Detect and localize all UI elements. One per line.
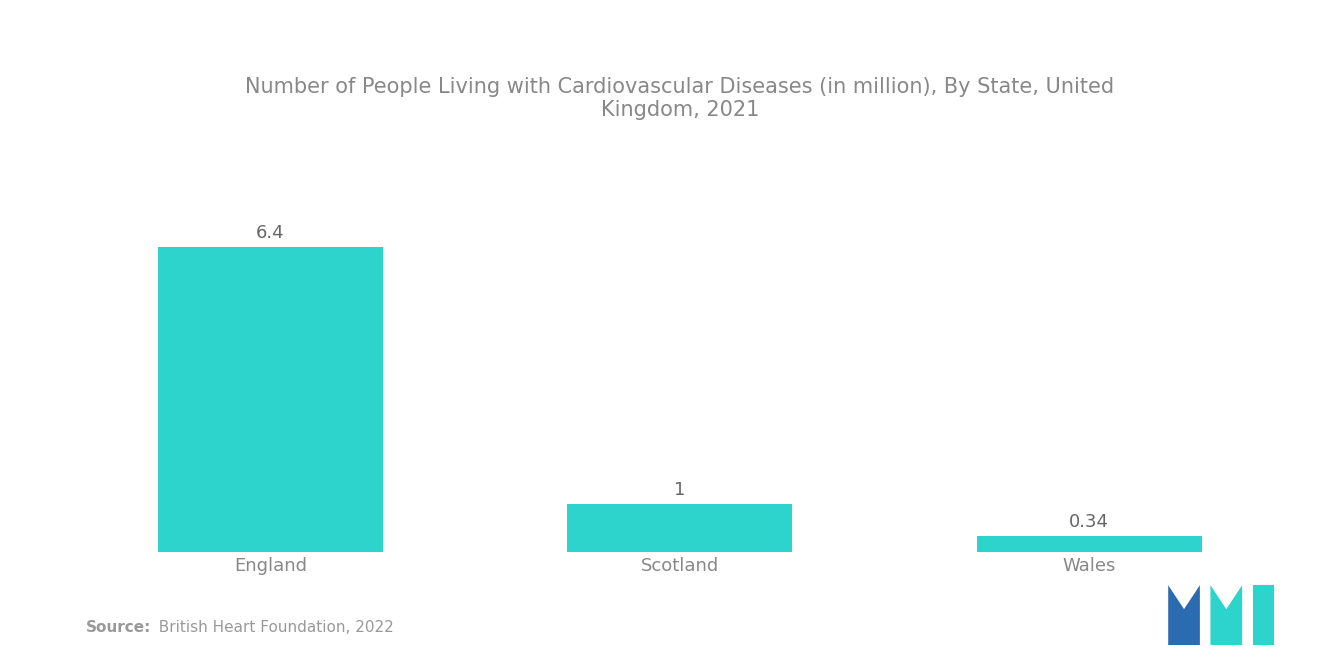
Text: British Heart Foundation, 2022: British Heart Foundation, 2022 bbox=[149, 620, 393, 635]
Title: Number of People Living with Cardiovascular Diseases (in million), By State, Uni: Number of People Living with Cardiovascu… bbox=[246, 76, 1114, 120]
Text: 1: 1 bbox=[675, 481, 685, 499]
Polygon shape bbox=[1210, 585, 1242, 645]
Bar bbox=[977, 536, 1201, 552]
Bar bbox=[158, 247, 383, 552]
Polygon shape bbox=[1253, 585, 1274, 645]
Bar bbox=[568, 504, 792, 552]
Polygon shape bbox=[1168, 585, 1200, 645]
Text: 0.34: 0.34 bbox=[1069, 513, 1109, 531]
Text: Source:: Source: bbox=[86, 620, 152, 635]
Text: 6.4: 6.4 bbox=[256, 223, 285, 242]
